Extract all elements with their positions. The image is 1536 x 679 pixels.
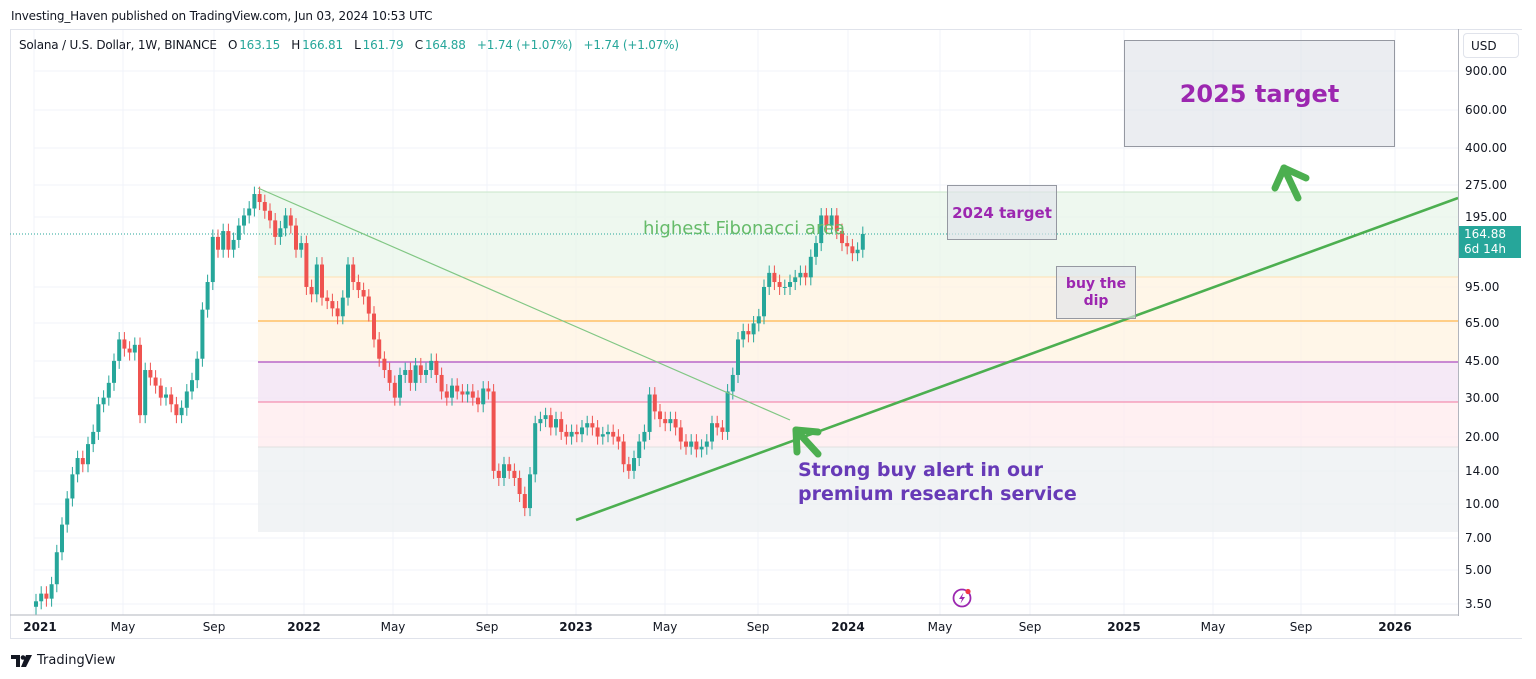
downtrend-line <box>257 187 791 421</box>
price-tick: 10.00 <box>1465 497 1500 511</box>
symbol-name[interactable]: Solana / U.S. Dollar, 1W, BINANCE <box>19 38 217 52</box>
time-tick: Sep <box>746 620 770 634</box>
price-tick: 14.00 <box>1465 464 1500 478</box>
time-tick: Sep <box>1018 620 1042 634</box>
price-tick: 30.00 <box>1465 391 1500 405</box>
high-value: 166.81 <box>302 38 343 52</box>
price-tick: 195.00 <box>1465 210 1507 224</box>
lightning-alert-icon[interactable] <box>951 587 972 608</box>
price-tick: 95.00 <box>1465 280 1500 294</box>
price-tick: 45.00 <box>1465 354 1500 368</box>
price-tick: 275.00 <box>1465 178 1507 192</box>
time-tick: 2023 <box>559 620 593 634</box>
tradingview-icon <box>11 654 32 667</box>
price-axis[interactable] <box>1458 29 1523 616</box>
bar-countdown: 6d 14h <box>1464 242 1506 256</box>
fibonacci-retracement[interactable] <box>258 191 1458 532</box>
target-2024-box[interactable]: 2024 target <box>947 185 1057 240</box>
last-price-label: 164.88 6d 14h <box>1459 226 1521 258</box>
target-2025-box[interactable]: 2025 target <box>1124 40 1395 147</box>
arrow-up-icon <box>1271 164 1310 202</box>
chart-frame <box>10 29 1522 639</box>
close-value: 164.88 <box>424 38 466 52</box>
time-tick: May <box>110 620 136 634</box>
time-tick: 2025 <box>1107 620 1141 634</box>
price-tick: 20.00 <box>1465 430 1500 444</box>
time-tick: 2022 <box>287 620 321 634</box>
price-tick: 7.00 <box>1465 531 1492 545</box>
time-tick: 2021 <box>23 620 57 634</box>
low-value: 161.79 <box>362 38 404 52</box>
price-tick: 65.00 <box>1465 316 1500 330</box>
time-tick: Sep <box>202 620 226 634</box>
change-value: +1.74 (+1.07%) <box>476 38 573 52</box>
fibonacci-area-label: highest Fibonacci area <box>643 218 846 239</box>
currency-button[interactable]: USD <box>1463 33 1519 58</box>
symbol-legend: Solana / U.S. Dollar, 1W, BINANCE O 163.1… <box>19 38 680 52</box>
price-tick: 900.00 <box>1465 64 1507 78</box>
time-tick: May <box>1200 620 1226 634</box>
time-tick: Sep <box>475 620 499 634</box>
candlestick-series[interactable] <box>34 186 865 615</box>
buy-the-dip-box[interactable]: buy the dip <box>1056 266 1136 319</box>
price-tick: 3.50 <box>1465 597 1492 611</box>
publisher-info: Investing_Haven published on TradingView… <box>11 9 433 23</box>
time-tick: May <box>380 620 406 634</box>
arrow-strong-buy-icon <box>792 426 822 458</box>
tradingview-logo[interactable]: TradingView <box>11 653 116 668</box>
open-value: 163.15 <box>239 38 281 52</box>
time-tick: Sep <box>1289 620 1313 634</box>
time-tick: 2024 <box>831 620 865 634</box>
time-tick: May <box>927 620 953 634</box>
price-tick: 400.00 <box>1465 141 1507 155</box>
price-tick: 5.00 <box>1465 563 1492 577</box>
price-tick: 600.00 <box>1465 103 1507 117</box>
change-value-2: +1.74 (+1.07%) <box>583 38 680 52</box>
time-tick: 2026 <box>1378 620 1412 634</box>
time-tick: May <box>652 620 678 634</box>
strong-buy-label: Strong buy alert in our premium research… <box>798 459 1077 505</box>
uptrend-line <box>575 196 1459 522</box>
